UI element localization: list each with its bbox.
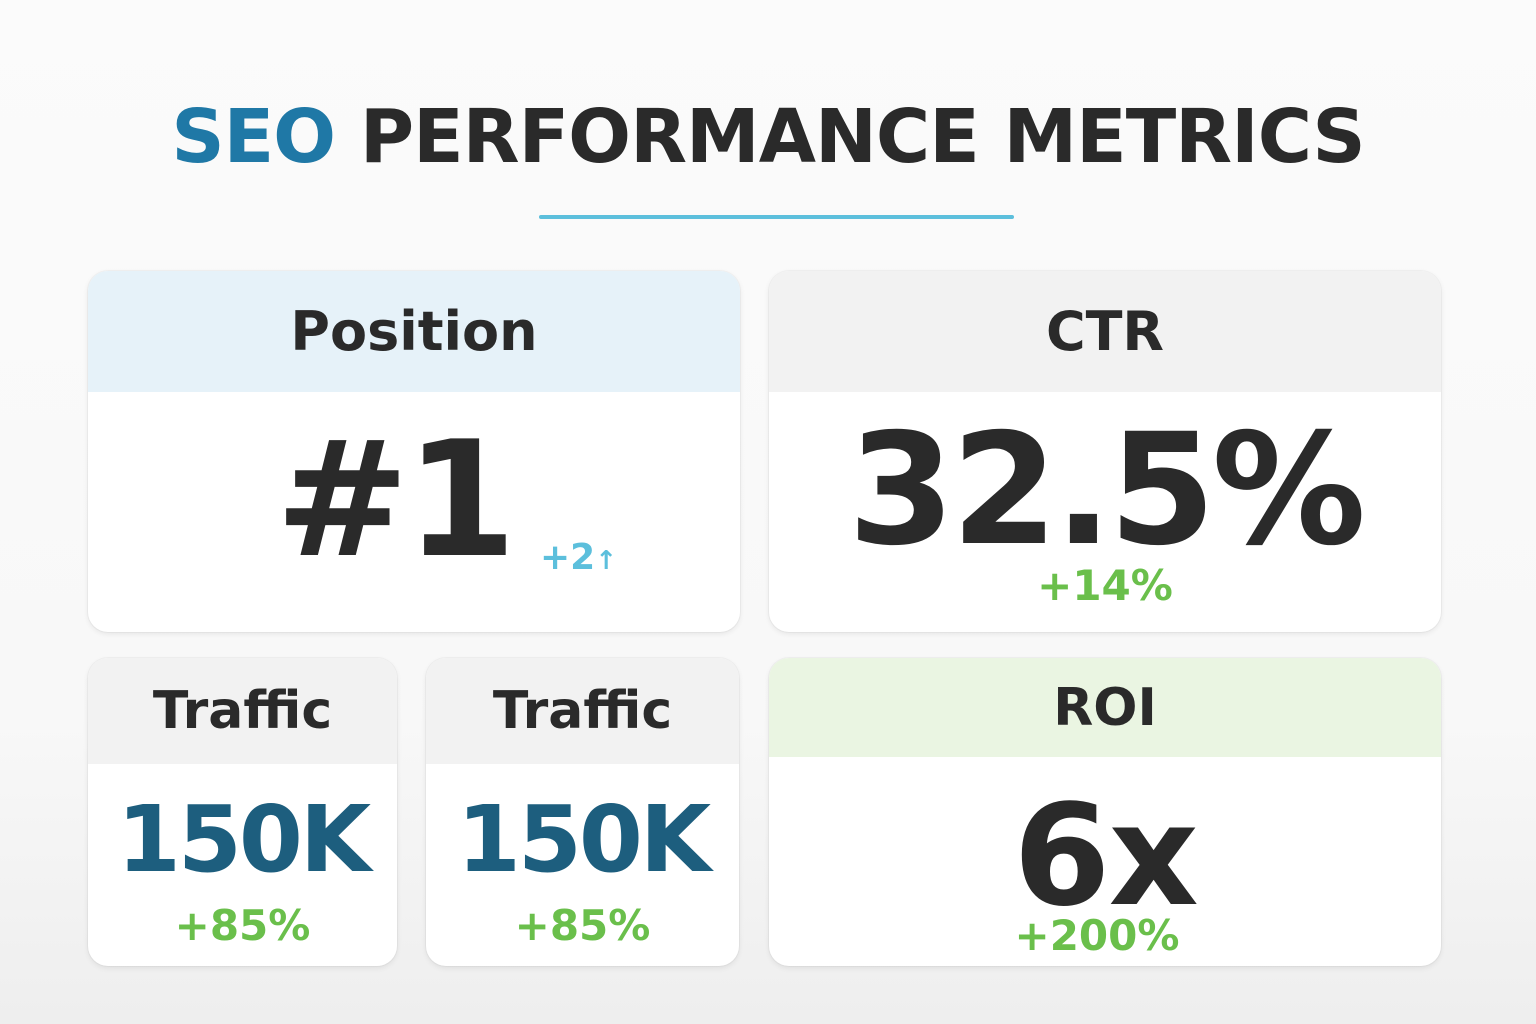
traffic-change: +85% (174, 901, 311, 950)
traffic-card-secondary: Traffic 150K +85% (426, 658, 739, 966)
roi-value: 6x (1013, 775, 1199, 938)
ctr-change: +14% (1037, 561, 1173, 610)
position-card: Position #1 +2↑ (88, 271, 740, 632)
position-change: +2↑ (540, 537, 617, 578)
roi-change: +200% (1014, 911, 1180, 960)
traffic-value: 150K (116, 786, 371, 893)
title-divider (539, 215, 1014, 219)
ctr-value: 32.5% (847, 401, 1366, 580)
page-title-accent: SEO (171, 94, 336, 180)
page-title: SEO PERFORMANCE METRICS (0, 92, 1536, 182)
traffic-card: Traffic 150K +85% (88, 658, 397, 966)
arrow-up-icon: ↑ (595, 546, 618, 576)
roi-card-label: ROI (769, 658, 1441, 757)
page-title-rest: PERFORMANCE METRICS (359, 94, 1366, 180)
traffic-card-label: Traffic (88, 658, 397, 764)
position-value: #1 (275, 406, 516, 593)
ctr-card-label: CTR (769, 271, 1441, 392)
position-card-label: Position (88, 271, 740, 392)
roi-card: ROI 6x +200% (769, 658, 1441, 966)
traffic-change: +85% (514, 901, 651, 950)
ctr-card: CTR 32.5% +14% (769, 271, 1441, 632)
traffic-card-label: Traffic (426, 658, 739, 764)
traffic-value: 150K (456, 786, 711, 893)
position-change-text: +2 (540, 537, 596, 578)
